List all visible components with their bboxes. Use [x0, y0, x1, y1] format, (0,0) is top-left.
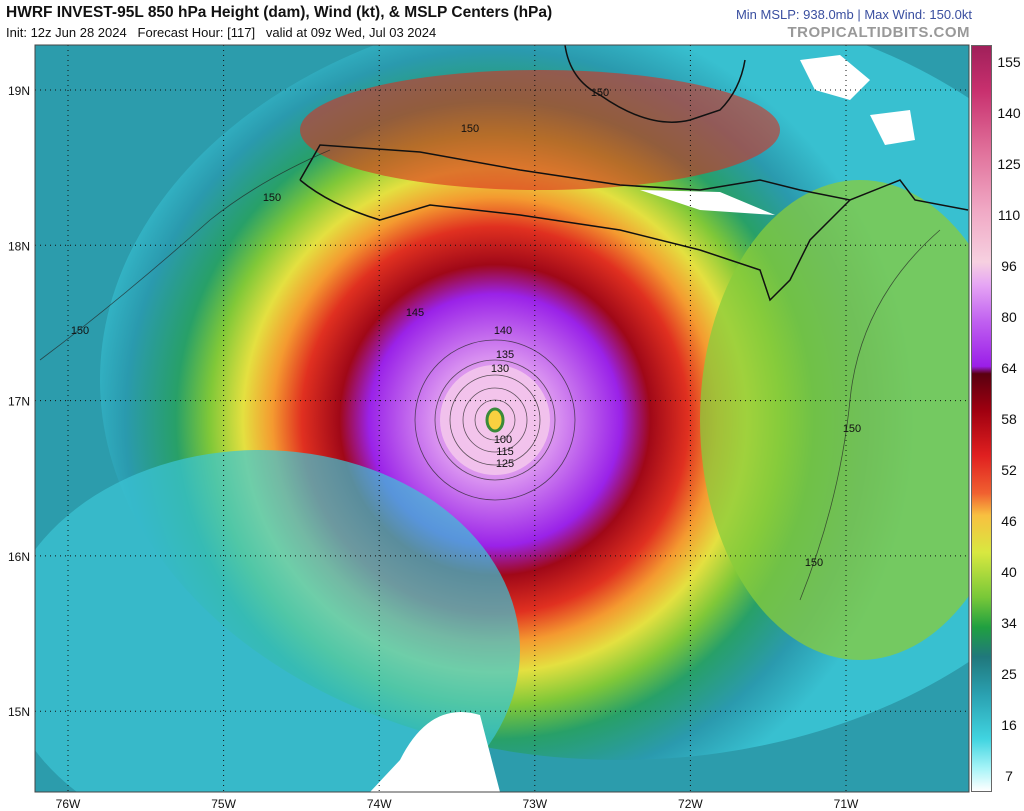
- colorbar-label: 40: [1001, 564, 1017, 580]
- lon-label: 71W: [834, 797, 859, 811]
- contour-label: 130: [491, 363, 509, 375]
- map-title: HWRF INVEST-95L 850 hPa Height (dam), Wi…: [6, 4, 553, 21]
- colorbar-label: 58: [1001, 411, 1017, 427]
- lon-label: 75W: [211, 797, 236, 811]
- colorbar-label: 52: [1001, 462, 1017, 478]
- contour-label: 135: [496, 349, 514, 361]
- contour-label: 150: [71, 325, 89, 337]
- map-subtitle: Init: 12z Jun 28 2024 Forecast Hour: [11…: [6, 25, 437, 40]
- lat-label: 16N: [8, 550, 30, 564]
- colorbar-label: 125: [997, 156, 1021, 172]
- colorbar-label: 110: [997, 207, 1021, 223]
- contour-label: 150: [805, 557, 823, 569]
- stats: Min MSLP: 938.0mb | Max Wind: 150.0kt: [735, 7, 972, 22]
- colorbar-label: 155: [997, 54, 1021, 70]
- source: TROPICALTIDBITS.COM: [787, 24, 970, 41]
- lat-label: 17N: [8, 395, 30, 409]
- contour-label: 150: [843, 423, 861, 435]
- lon-label: 72W: [678, 797, 703, 811]
- colorbar-label: 34: [1001, 615, 1017, 631]
- colorbar-label: 64: [1001, 360, 1017, 376]
- lon-label: 74W: [367, 797, 392, 811]
- colorbar-label: 25: [1001, 666, 1017, 682]
- lon-label: 76W: [56, 797, 81, 811]
- contour-label: 125: [496, 458, 514, 470]
- contour-label: 145: [406, 307, 424, 319]
- lat-label: 19N: [8, 84, 30, 98]
- contour-label: 115: [496, 446, 514, 458]
- colorbar-label: 96: [1001, 258, 1017, 274]
- contour-label: 100: [494, 434, 512, 446]
- contour-label: 150: [591, 87, 609, 99]
- contour-label: 150: [461, 123, 479, 135]
- colorbar-label: 46: [1001, 513, 1017, 529]
- lat-label: 15N: [8, 705, 30, 719]
- colorbar: [971, 45, 992, 792]
- colorbar-label: 80: [1001, 309, 1017, 325]
- colorbar-label: 16: [1001, 717, 1017, 733]
- colorbar-label: 7: [1005, 768, 1013, 784]
- colorbar-label: 140: [997, 105, 1021, 121]
- lat-label: 18N: [8, 239, 30, 253]
- contour-label: 140: [494, 325, 512, 337]
- lon-label: 73W: [522, 797, 547, 811]
- contour-label: 150: [263, 192, 281, 204]
